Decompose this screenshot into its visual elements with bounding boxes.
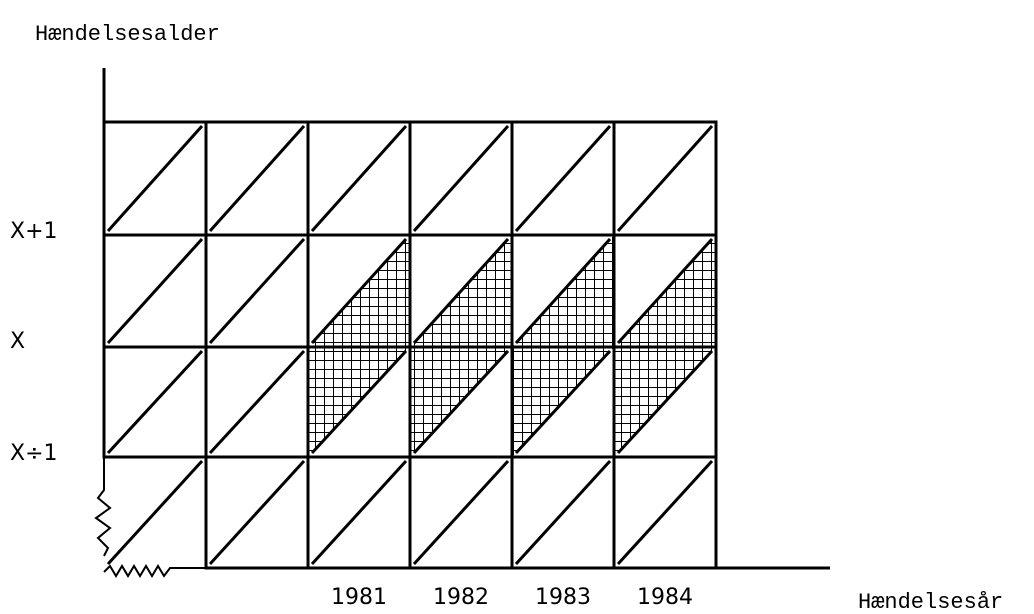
life-line xyxy=(208,349,306,455)
life-line xyxy=(514,349,612,455)
life-line xyxy=(514,237,612,345)
cell xyxy=(612,455,718,570)
x-label: 1981 xyxy=(331,585,387,610)
life-line xyxy=(106,459,204,566)
x-label: 1984 xyxy=(637,585,693,610)
y-label: X+1 xyxy=(10,219,58,244)
life-line xyxy=(514,459,612,566)
life-line xyxy=(616,237,714,345)
y-axis-title: Hændelsesalder xyxy=(35,22,220,47)
life-line xyxy=(106,349,204,455)
x-axis-title: Hændelsesår xyxy=(858,590,1003,614)
life-line xyxy=(106,237,204,345)
x-label: 1982 xyxy=(433,585,489,610)
life-line xyxy=(310,124,408,233)
x-axis-break xyxy=(103,564,206,578)
x-label: 1983 xyxy=(535,585,591,610)
grid xyxy=(102,120,718,570)
y-label: X÷1 xyxy=(10,441,58,466)
life-line xyxy=(616,349,714,455)
life-line xyxy=(208,237,306,345)
y-axis-break xyxy=(94,457,112,557)
life-line xyxy=(208,459,306,566)
life-line xyxy=(412,124,510,233)
life-line xyxy=(412,459,510,566)
life-line xyxy=(616,459,714,566)
life-line xyxy=(412,237,510,345)
y-label: X xyxy=(10,329,25,354)
life-line xyxy=(514,124,612,233)
life-line xyxy=(412,349,510,455)
life-line xyxy=(208,124,306,233)
life-line xyxy=(310,459,408,566)
life-line xyxy=(310,237,408,345)
life-line xyxy=(106,124,204,233)
life-line xyxy=(310,349,408,455)
life-line xyxy=(616,124,714,233)
